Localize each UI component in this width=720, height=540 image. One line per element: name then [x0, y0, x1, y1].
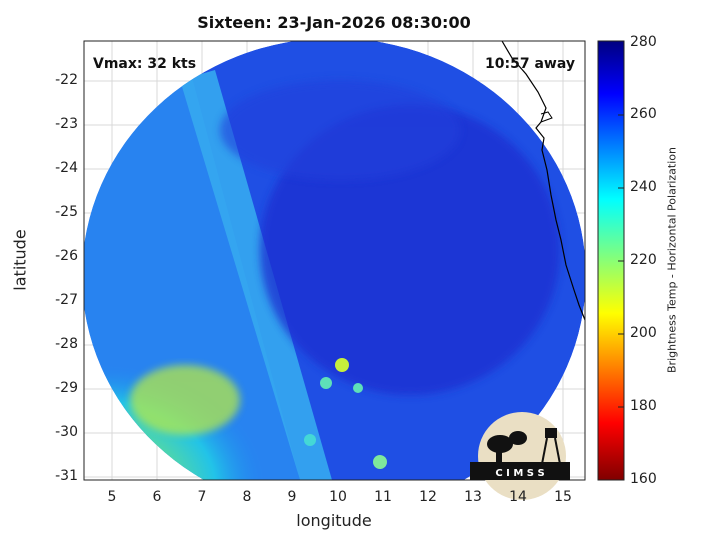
- x-tick: 13: [464, 489, 482, 505]
- x-tick: 9: [287, 489, 297, 505]
- colorbar-tick: 220: [630, 252, 657, 268]
- x-tick: 11: [374, 489, 392, 505]
- y-tick: -28: [55, 336, 78, 352]
- x-tick: 14: [509, 489, 527, 505]
- time-away-label: 10:57 away: [485, 56, 575, 72]
- y-tick: -29: [55, 380, 78, 396]
- y-axis-label: latitude: [10, 229, 30, 291]
- colorbar-tick: 280: [630, 34, 657, 50]
- y-tick: -27: [55, 292, 78, 308]
- logo-text: C I M S S: [495, 468, 544, 479]
- cimss-logo: C I M S S: [470, 412, 570, 500]
- coastline: [501, 41, 585, 321]
- x-axis-label: longitude: [296, 511, 372, 530]
- map-title: Sixteen: 23-Jan-2026 08:30:00: [197, 13, 471, 32]
- x-tick: 15: [554, 489, 572, 505]
- x-tick: 7: [197, 489, 207, 505]
- colorbar-label: Brightness Temp - Horizontal Polarizatio…: [665, 147, 679, 373]
- axes-frame: [83, 40, 586, 481]
- y-tick: -24: [55, 160, 78, 176]
- vmax-label: Vmax: 32 kts: [93, 56, 196, 72]
- colorbar-tick: 200: [630, 325, 657, 341]
- x-tick: 10: [329, 489, 347, 505]
- colorbar-tick: 260: [630, 106, 657, 122]
- y-tick: -22: [55, 72, 78, 88]
- y-tick: -23: [55, 116, 78, 132]
- y-tick: -30: [55, 424, 78, 440]
- x-tick: 6: [152, 489, 162, 505]
- y-tick: -31: [55, 468, 78, 484]
- x-tick: 8: [242, 489, 252, 505]
- y-tick: -25: [55, 204, 78, 220]
- colorbar-tick: 160: [630, 471, 657, 487]
- x-tick: 12: [419, 489, 437, 505]
- x-tick: 5: [107, 489, 117, 505]
- colorbar-tick: 180: [630, 398, 657, 414]
- y-tick: -26: [55, 248, 78, 264]
- colorbar-tick: 240: [630, 179, 657, 195]
